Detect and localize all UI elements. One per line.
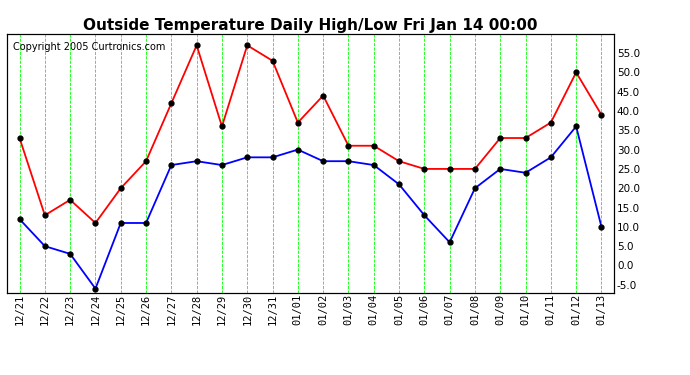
- Title: Outside Temperature Daily High/Low Fri Jan 14 00:00: Outside Temperature Daily High/Low Fri J…: [83, 18, 538, 33]
- Text: Copyright 2005 Curtronics.com: Copyright 2005 Curtronics.com: [13, 42, 166, 51]
